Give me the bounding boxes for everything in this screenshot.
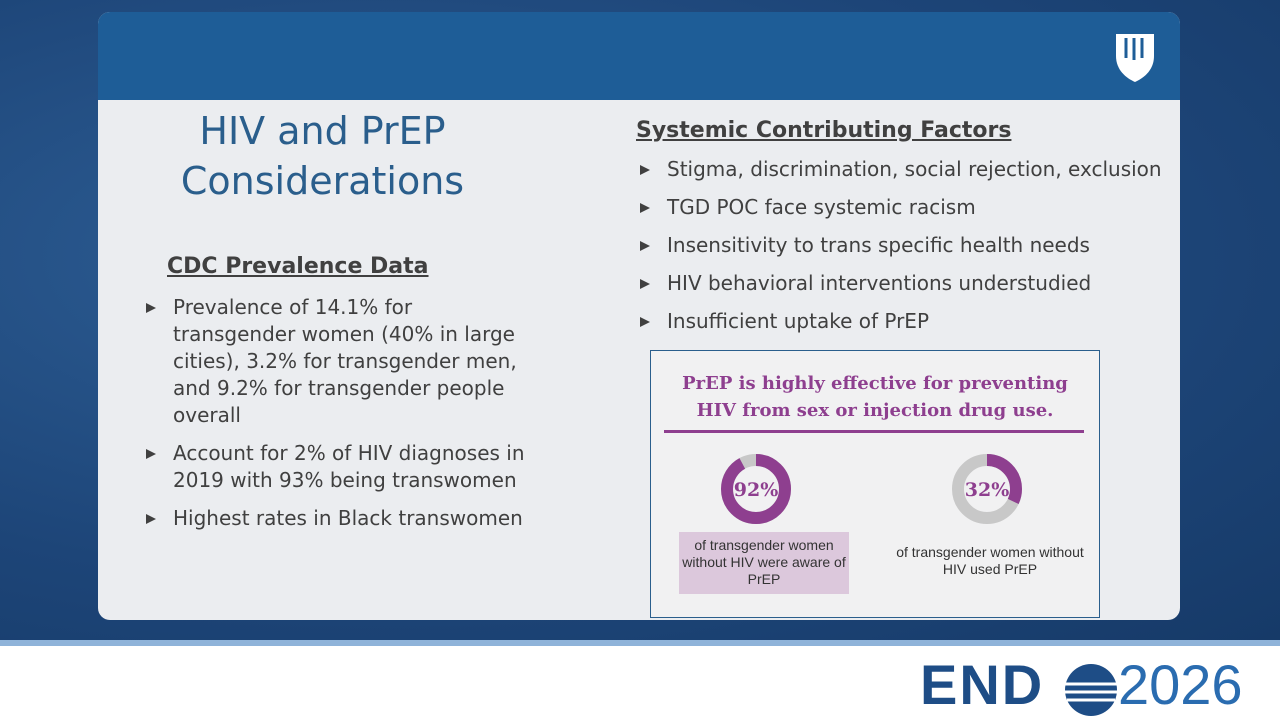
- logo-shield: [1116, 34, 1154, 82]
- bullet: HIV behavioral interventions understudie…: [640, 270, 1200, 296]
- logo-globe: [1065, 664, 1117, 716]
- donut-arc: [721, 454, 791, 524]
- logo-end: END: [920, 653, 1045, 716]
- donut-arc: [952, 454, 1022, 524]
- bullet: Prevalence of 14.1% for transgender wome…: [146, 294, 526, 429]
- bullet: TGD POC face systemic racism: [640, 194, 1200, 220]
- header-band: [98, 12, 1180, 100]
- slide-title: HIV and PrEP Considerations: [180, 109, 465, 203]
- bullet: Highest rates in Black transwomen: [146, 505, 526, 532]
- bullet: Account for 2% of HIV diagnoses in 2019 …: [146, 440, 526, 494]
- logo-year: 2026: [1118, 653, 1243, 716]
- donut-caption: of transgender women without HIV were aw…: [682, 537, 846, 587]
- left-bullets: Prevalence of 14.1% for transgender wome…: [146, 294, 526, 543]
- divider: [664, 430, 1084, 433]
- donut-caption: of transgender women without HIV used Pr…: [896, 544, 1084, 577]
- right-bullets: Stigma, discrimination, social rejection…: [640, 156, 1200, 346]
- bullet: Insufficient uptake of PrEP: [640, 308, 1200, 334]
- footer: END 2026: [0, 640, 1280, 720]
- bullet: Stigma, discrimination, social rejection…: [640, 156, 1200, 182]
- caption-highlight: [679, 532, 849, 594]
- infographic-title: PrEP is highly effective for preventing …: [682, 373, 1068, 421]
- right-heading: Systemic Contributing Factors: [636, 118, 1012, 143]
- donut-label: 32%: [965, 479, 1010, 501]
- donut-label: 92%: [734, 479, 779, 501]
- left-heading: CDC Prevalence Data: [167, 254, 429, 279]
- bullet: Insensitivity to trans specific health n…: [640, 232, 1200, 258]
- donut-area: 92% 32%: [721, 454, 1022, 524]
